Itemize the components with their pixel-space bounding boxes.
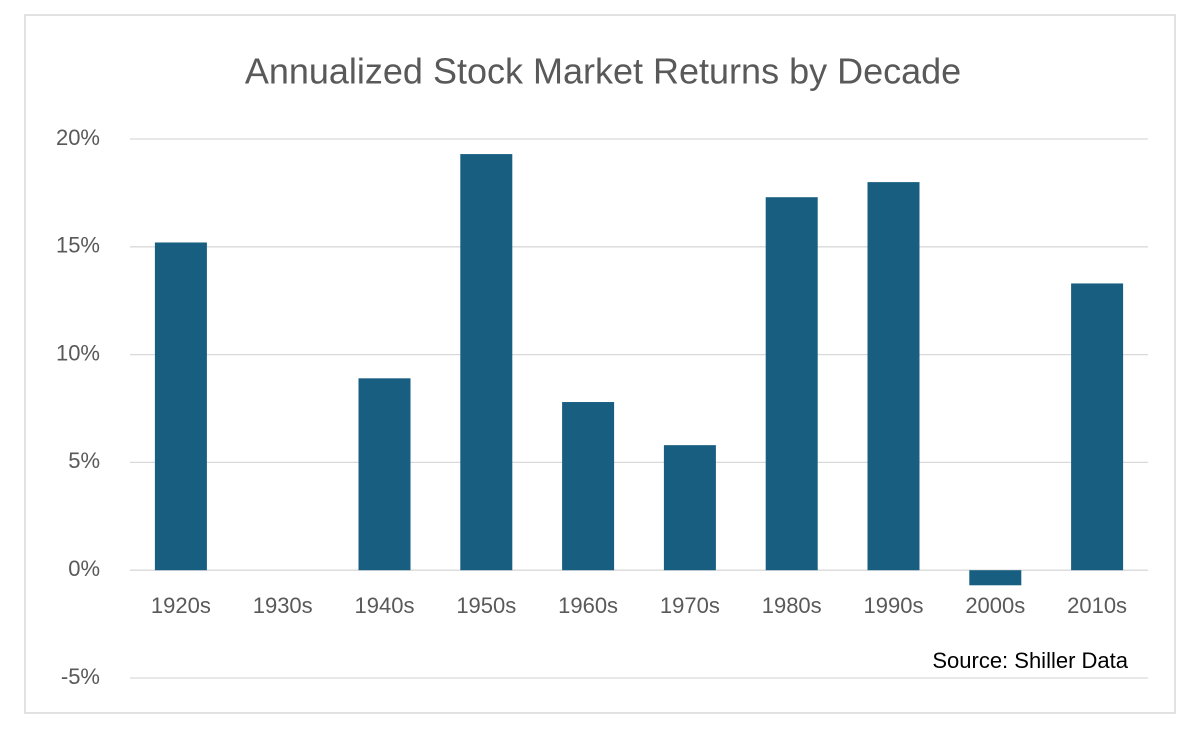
bar — [358, 378, 411, 571]
x-tick-label: 1980s — [762, 593, 822, 618]
x-tick-label: 1970s — [660, 593, 720, 618]
bar — [867, 182, 920, 571]
x-tick-label: 1950s — [456, 593, 516, 618]
chart-frame — [24, 14, 1176, 714]
bar — [460, 154, 513, 571]
y-tick-label: 15% — [56, 233, 100, 258]
source-note: Source: Shiller Data — [932, 648, 1128, 673]
x-tick-label: 1930s — [253, 593, 313, 618]
bar — [765, 197, 818, 571]
y-tick-label: 20% — [56, 125, 100, 150]
x-tick-label: 1920s — [151, 593, 211, 618]
x-tick-label: 1990s — [864, 593, 924, 618]
bar — [663, 445, 716, 571]
bar — [154, 242, 207, 571]
y-tick-label: 0% — [68, 556, 100, 581]
x-tick-label: 1960s — [558, 593, 618, 618]
x-tick-label: 1940s — [355, 593, 415, 618]
chart-title: Annualized Stock Market Returns by Decad… — [245, 51, 961, 92]
y-tick-label: 10% — [56, 340, 100, 365]
bar — [562, 402, 615, 571]
bar — [1071, 283, 1124, 571]
x-tick-label: 2000s — [965, 593, 1025, 618]
y-tick-label: -5% — [61, 664, 100, 689]
x-tick-label: 2010s — [1067, 593, 1127, 618]
y-tick-label: 5% — [68, 448, 100, 473]
bar — [969, 570, 1022, 586]
